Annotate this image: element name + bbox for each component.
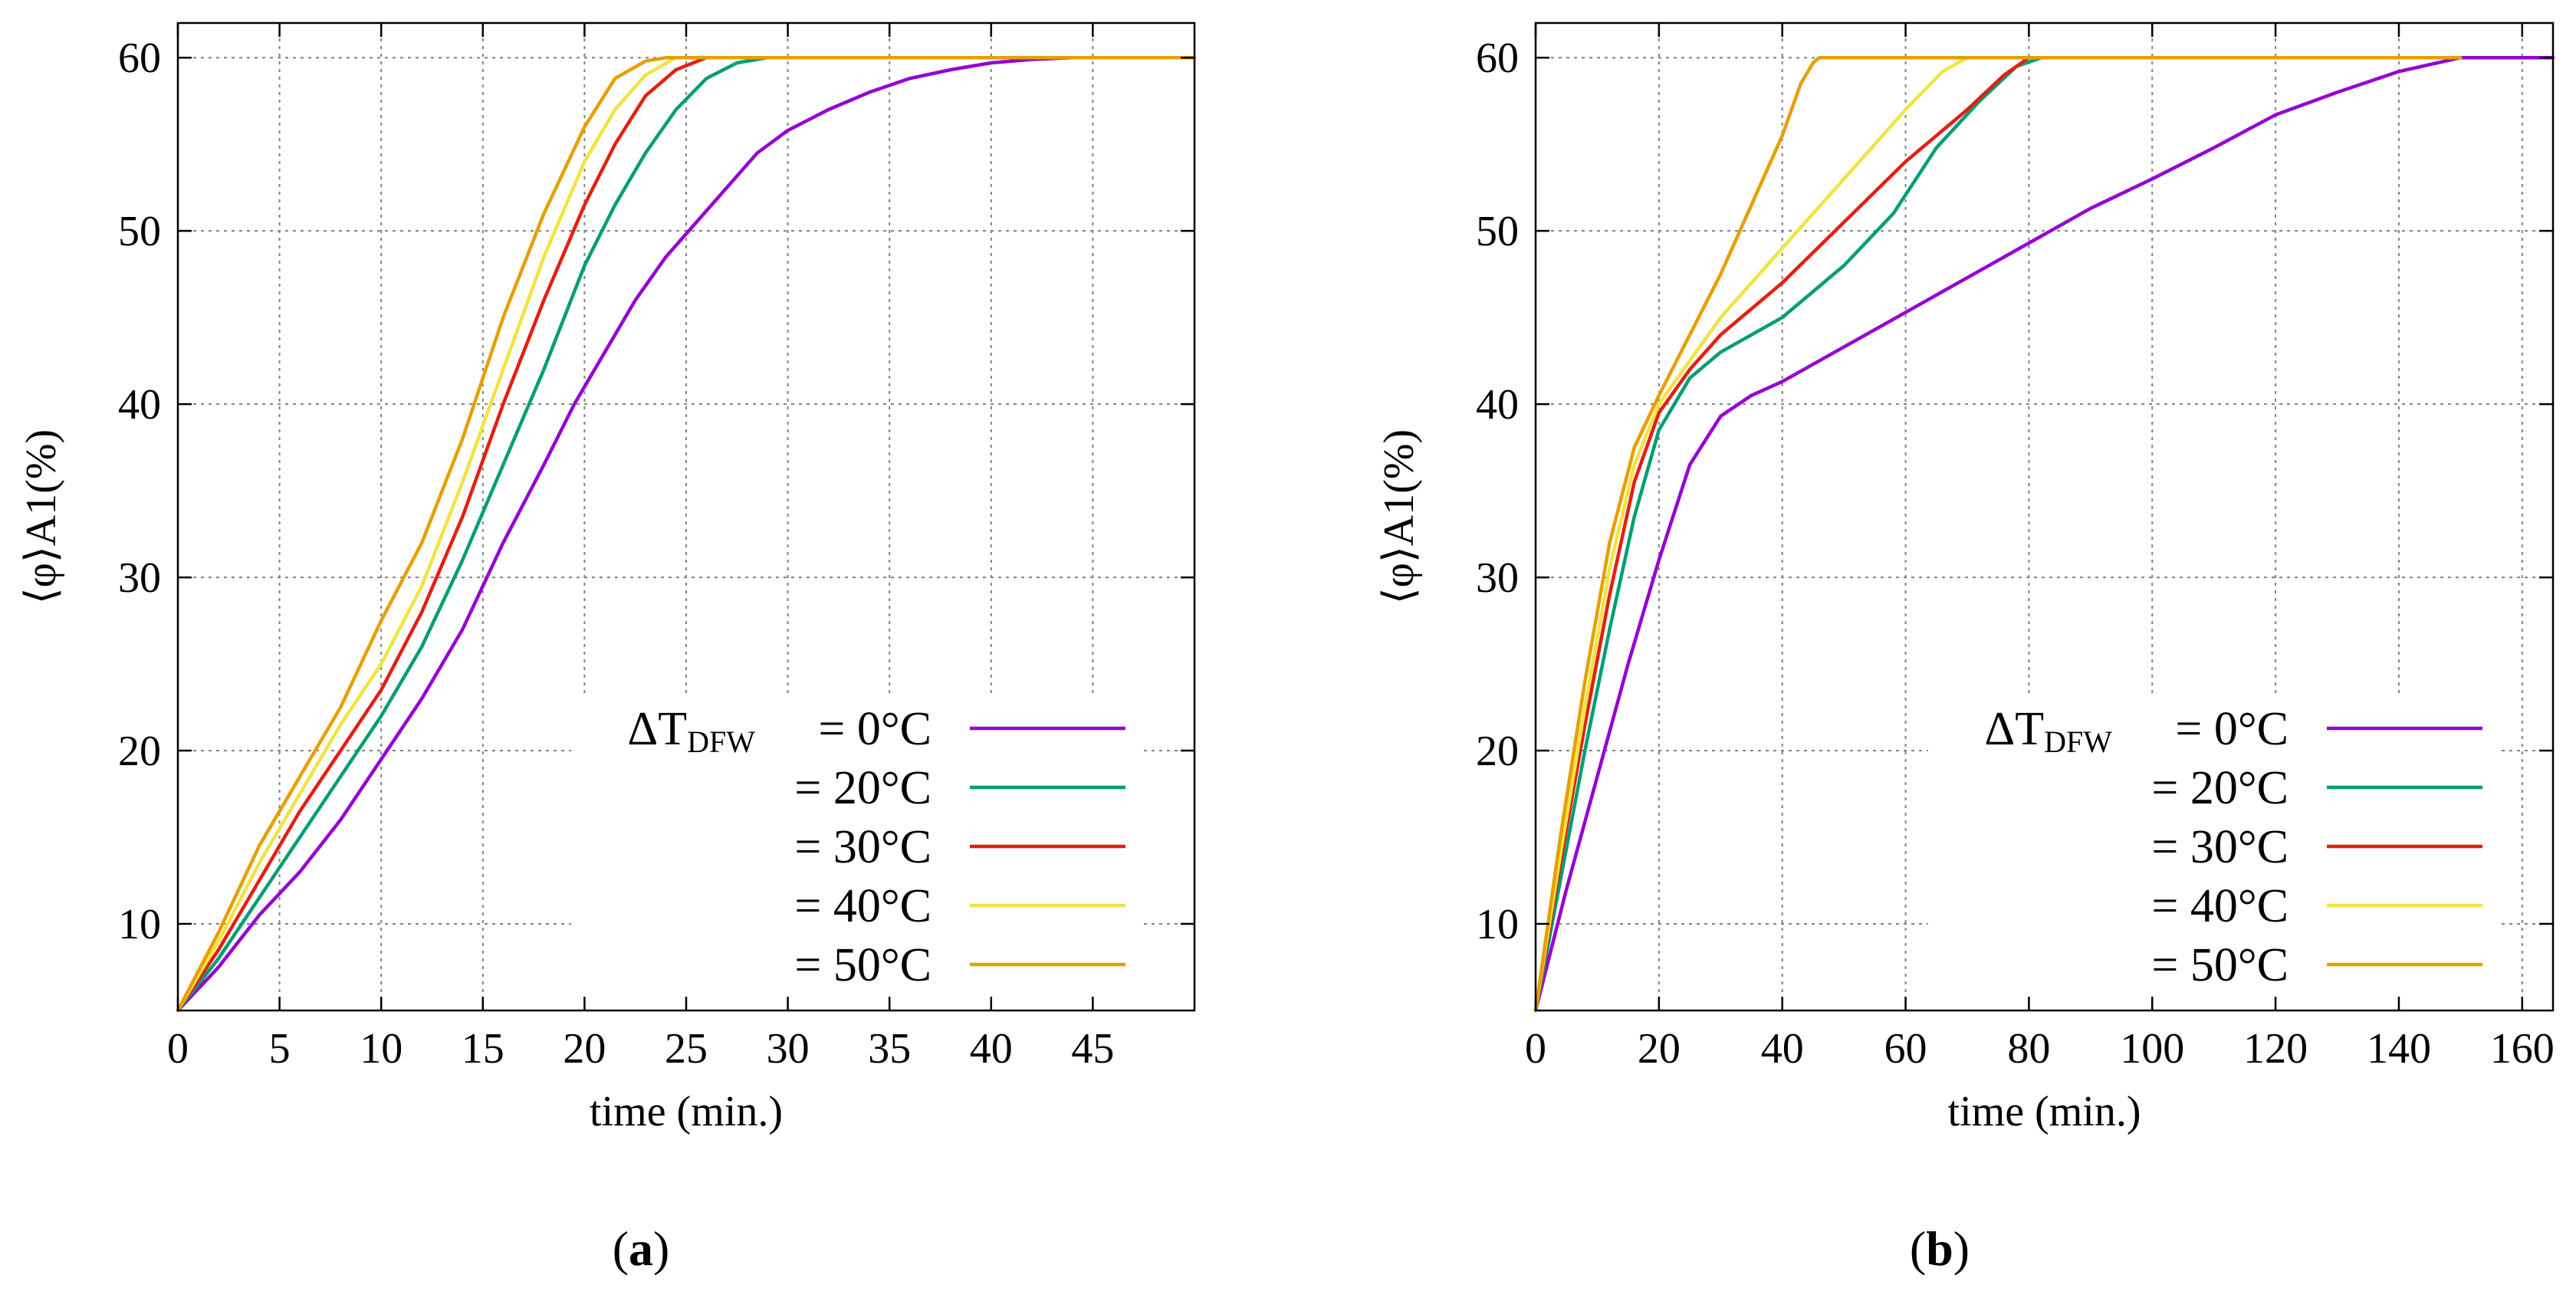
x-tick-label: 40 — [970, 1025, 1013, 1073]
x-tick-label: 20 — [563, 1025, 606, 1073]
y-tick-label: 50 — [118, 208, 161, 255]
legend-lead-label: ΔTDFW — [627, 703, 755, 759]
x-tick-label: 140 — [2367, 1025, 2431, 1073]
x-tick-label: 160 — [2490, 1025, 2555, 1073]
x-tick-label: 20 — [1638, 1025, 1681, 1073]
x-tick-label: 10 — [360, 1025, 402, 1073]
x-tick-label: 120 — [2243, 1025, 2308, 1073]
panel-label: (a) — [613, 1221, 670, 1276]
series-line-1 — [176, 55, 1197, 1013]
legend-label-3: = 40°C — [794, 880, 932, 932]
chart-panel-b: 0 20 40 60 80 100 120 140 160 10 20 30 40 50 60 time (m… — [1375, 21, 2555, 1276]
legend-label-2: = 30°C — [2151, 821, 2288, 873]
y-tick-label: 60 — [1476, 35, 1519, 82]
series-line-2 — [176, 55, 1197, 1013]
y-tick-label: 30 — [1476, 554, 1519, 602]
legend-label-1: = 20°C — [2151, 762, 2288, 814]
x-tick-label: 45 — [1071, 1025, 1114, 1073]
y-tick-label: 40 — [1476, 381, 1519, 429]
plot-frame — [1534, 21, 2555, 1012]
x-axis-label: time (min.) — [1948, 1088, 2141, 1135]
legend-label-0: = 0°C — [2175, 703, 2288, 755]
legend-background — [571, 694, 1141, 1004]
y-axis-label: ⟨φ⟩A1(%) — [18, 429, 65, 604]
legend-label-4: = 50°C — [2151, 939, 2288, 991]
x-axis-label: time (min.) — [590, 1088, 783, 1135]
x-tick-label: 40 — [1761, 1025, 1804, 1073]
y-tick-label: 20 — [118, 728, 161, 775]
legend-background — [1928, 694, 2498, 1004]
legend-label-1: = 20°C — [794, 762, 932, 814]
y-tick-label: 30 — [118, 554, 161, 602]
series-line-2 — [1533, 55, 2463, 1013]
x-tick-label: 25 — [665, 1025, 708, 1073]
x-tick-label: 80 — [2007, 1025, 2050, 1073]
x-tick-label: 5 — [269, 1025, 291, 1073]
legend-label-4: = 50°C — [794, 939, 932, 991]
x-tick-label: 30 — [767, 1025, 810, 1073]
x-tick-label: 0 — [167, 1025, 189, 1073]
y-tick-label: 10 — [118, 901, 161, 948]
y-tick-label: 20 — [1476, 728, 1519, 775]
chart-panel-a: 0 5 10 15 20 25 30 35 40 45 10 20 30 40 50 60 time (min.… — [18, 21, 1197, 1276]
series-line-3 — [1533, 55, 2463, 1013]
legend-lead-label: ΔTDFW — [1984, 703, 2112, 759]
series-line-0 — [176, 55, 1197, 1013]
x-tick-label: 15 — [462, 1025, 504, 1073]
series-line-3 — [176, 55, 1197, 1013]
series-line-4 — [1533, 55, 2463, 1013]
panel-label: (b) — [1910, 1221, 1970, 1276]
legend-label-0: = 0°C — [818, 703, 932, 755]
legend-label-2: = 30°C — [794, 821, 932, 873]
x-tick-label: 0 — [1525, 1025, 1546, 1073]
series-line-4 — [176, 55, 1197, 1013]
x-tick-label: 60 — [1884, 1025, 1927, 1073]
y-tick-label: 10 — [1476, 901, 1519, 948]
legend-label-3: = 40°C — [2151, 880, 2288, 932]
y-tick-label: 50 — [1476, 208, 1519, 255]
series-line-1 — [1533, 55, 2463, 1013]
x-tick-label: 35 — [868, 1025, 911, 1073]
y-tick-label: 40 — [118, 381, 161, 429]
series-line-0 — [1533, 55, 2555, 1013]
x-tick-label: 100 — [2120, 1025, 2184, 1073]
y-axis-label: ⟨φ⟩A1(%) — [1375, 429, 1423, 604]
y-tick-label: 60 — [118, 35, 161, 82]
